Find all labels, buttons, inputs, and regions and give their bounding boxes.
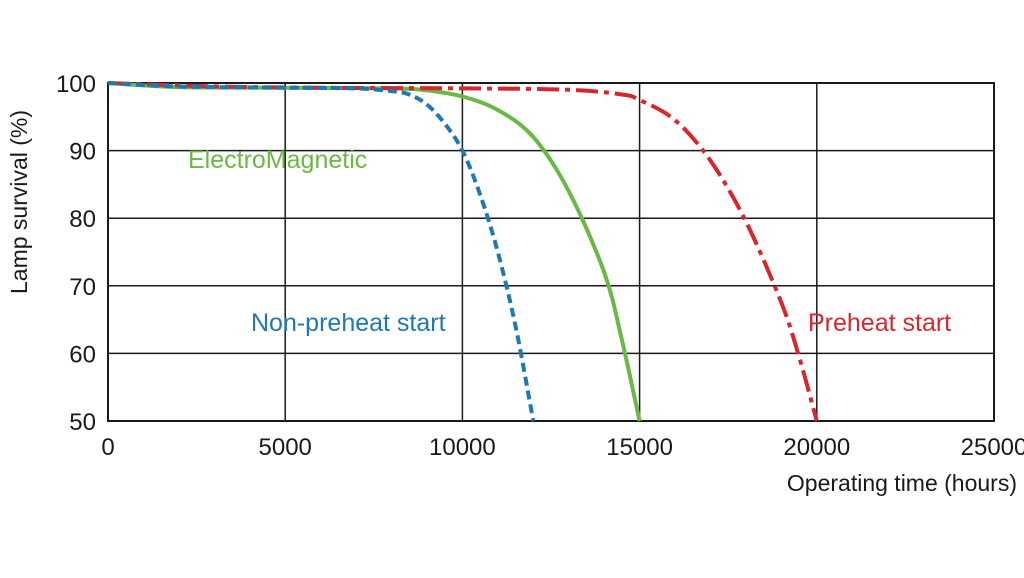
y-tick-label: 90 bbox=[69, 139, 96, 166]
y-tick-label: 50 bbox=[69, 409, 96, 436]
x-tick-label: 15000 bbox=[606, 434, 673, 461]
x-tick-label: 5000 bbox=[259, 434, 312, 461]
x-tick-label: 0 bbox=[101, 434, 114, 461]
x-axis-title: Operating time (hours) bbox=[787, 470, 1017, 496]
y-tick-label: 60 bbox=[69, 341, 96, 368]
y-axis-title: Lamp survival (%) bbox=[6, 110, 32, 294]
x-tick-label: 20000 bbox=[783, 434, 850, 461]
y-tick-label: 100 bbox=[56, 71, 96, 98]
series-line-non-preheat-start bbox=[107, 81, 536, 422]
y-tick-labels: 50 60 70 80 90 100 bbox=[56, 71, 96, 436]
grid-lines bbox=[108, 83, 994, 421]
series-label-electromagnetic: ElectroMagnetic bbox=[188, 146, 367, 174]
x-tick-label: 10000 bbox=[429, 434, 496, 461]
x-tick-label: 25000 bbox=[961, 434, 1024, 461]
series-label-preheat-start: Preheat start bbox=[808, 309, 951, 337]
x-tick-labels: 0 5000 10000 15000 20000 25000 bbox=[101, 434, 1024, 461]
series-line-preheat-start bbox=[107, 81, 819, 422]
series-lines bbox=[107, 81, 819, 422]
y-tick-label: 80 bbox=[69, 206, 96, 233]
series-label-non-preheat-start: Non-preheat start bbox=[251, 309, 446, 337]
series-line-electromagnetic bbox=[107, 81, 642, 422]
plot-frame bbox=[107, 82, 995, 422]
y-tick-label: 70 bbox=[69, 274, 96, 301]
